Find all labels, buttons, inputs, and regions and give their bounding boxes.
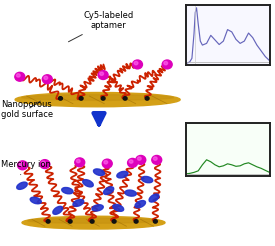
Circle shape bbox=[59, 97, 62, 100]
Ellipse shape bbox=[28, 218, 159, 223]
Circle shape bbox=[153, 220, 157, 223]
Ellipse shape bbox=[15, 92, 180, 107]
Circle shape bbox=[129, 160, 133, 163]
Circle shape bbox=[44, 76, 48, 79]
Ellipse shape bbox=[62, 187, 73, 194]
Circle shape bbox=[134, 62, 138, 65]
Circle shape bbox=[138, 157, 141, 160]
Circle shape bbox=[19, 162, 23, 166]
Circle shape bbox=[15, 72, 25, 81]
Ellipse shape bbox=[92, 205, 103, 211]
Ellipse shape bbox=[22, 216, 165, 229]
Circle shape bbox=[98, 71, 108, 79]
Circle shape bbox=[123, 97, 127, 100]
Circle shape bbox=[145, 97, 149, 100]
Circle shape bbox=[133, 60, 142, 69]
Ellipse shape bbox=[83, 180, 93, 187]
Circle shape bbox=[75, 158, 85, 167]
Circle shape bbox=[40, 160, 50, 169]
Circle shape bbox=[162, 60, 172, 69]
Ellipse shape bbox=[141, 176, 153, 183]
Ellipse shape bbox=[73, 200, 84, 206]
Circle shape bbox=[100, 72, 103, 75]
Ellipse shape bbox=[22, 95, 174, 100]
Circle shape bbox=[164, 62, 167, 65]
Circle shape bbox=[16, 74, 20, 77]
Circle shape bbox=[153, 157, 157, 160]
Text: Nanoporous
gold surface: Nanoporous gold surface bbox=[1, 100, 54, 119]
Ellipse shape bbox=[149, 194, 159, 202]
Circle shape bbox=[112, 220, 116, 223]
Circle shape bbox=[102, 159, 112, 168]
Circle shape bbox=[104, 161, 108, 164]
Circle shape bbox=[18, 161, 28, 170]
Circle shape bbox=[76, 159, 80, 163]
Circle shape bbox=[68, 220, 72, 223]
Circle shape bbox=[152, 155, 162, 164]
Circle shape bbox=[101, 97, 105, 100]
Circle shape bbox=[134, 220, 138, 223]
Text: Mercury ion: Mercury ion bbox=[1, 160, 51, 175]
Ellipse shape bbox=[103, 187, 114, 195]
Circle shape bbox=[42, 75, 52, 84]
Ellipse shape bbox=[94, 169, 104, 175]
Circle shape bbox=[90, 220, 94, 223]
Ellipse shape bbox=[30, 197, 41, 204]
Ellipse shape bbox=[135, 200, 145, 208]
Ellipse shape bbox=[113, 204, 124, 211]
Circle shape bbox=[136, 155, 146, 164]
Circle shape bbox=[79, 97, 83, 100]
Ellipse shape bbox=[125, 190, 136, 196]
Ellipse shape bbox=[17, 182, 27, 189]
Circle shape bbox=[128, 158, 138, 167]
Ellipse shape bbox=[53, 206, 63, 214]
Text: Cy5-labeled
aptamer: Cy5-labeled aptamer bbox=[68, 11, 134, 42]
Ellipse shape bbox=[117, 171, 128, 178]
Circle shape bbox=[46, 220, 50, 223]
Circle shape bbox=[42, 161, 45, 164]
